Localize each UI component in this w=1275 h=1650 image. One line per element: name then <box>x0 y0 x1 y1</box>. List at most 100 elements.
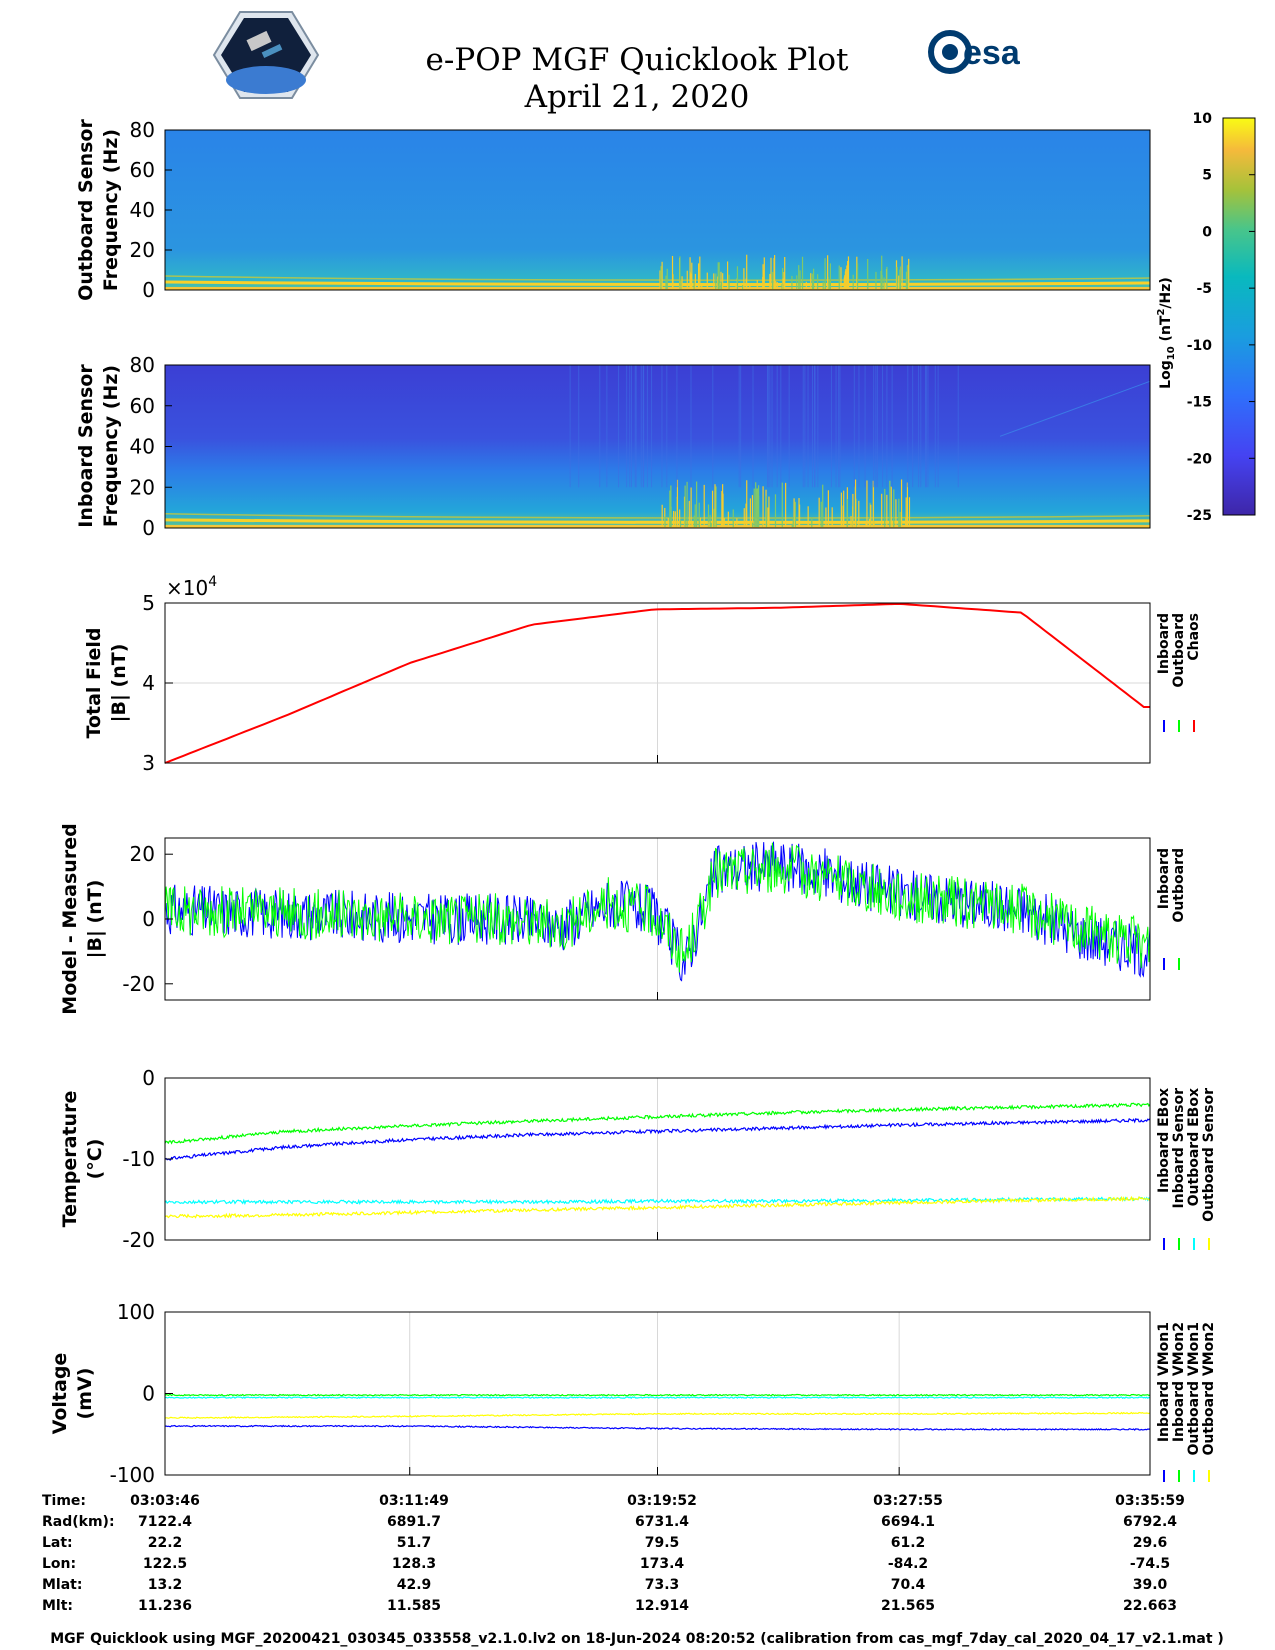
spectral-band <box>165 524 1150 528</box>
legend-entry: Inboard <box>1156 613 1172 674</box>
total-field-panel: 5 4 3 Total Field |B| (nT) Inboard Outboard Cha… <box>83 574 1202 775</box>
y-tick-label: 60 <box>130 158 155 182</box>
series-line-outboard-vmon2 <box>164 1411 1151 1419</box>
ephemeris-cell: 29.6 <box>1133 1535 1168 1551</box>
series-line-outboard <box>164 842 1151 973</box>
model-minus-measured-panel: 20 0 -20 Model - Measured |B| (nT) Inboard Out… <box>59 823 1187 1014</box>
y-tick-label: -20 <box>122 1228 155 1252</box>
y-tick-label: 20 <box>130 842 155 866</box>
y-tick-label: 0 <box>142 907 155 931</box>
legend-entry: Inboard Sensor <box>1171 1088 1187 1209</box>
series-line-inboard-vmon1 <box>164 1424 1151 1431</box>
temperature-panel: 0 -10 -20 Temperature (°C) Inboard EBox Inboar… <box>59 1066 1217 1252</box>
svg-text:Inboard Sensor: Inboard Sensor <box>75 364 97 528</box>
ephemeris-row-label: Lat: <box>42 1535 73 1551</box>
legend-entry: Inboard <box>1156 848 1172 909</box>
y-axis-label: (°C) <box>84 1139 106 1180</box>
y-tick-label: 0 <box>142 516 155 540</box>
spectral-band <box>165 287 1150 290</box>
ephemeris-row-label: Lon: <box>42 1556 76 1572</box>
colorbar-tick-label: -10 <box>1187 338 1213 354</box>
y-tick-label: 0 <box>142 1066 155 1090</box>
y-tick-label: 80 <box>130 353 155 377</box>
y-tick-label: 0 <box>142 1382 155 1406</box>
ephemeris-cell: 122.5 <box>143 1556 187 1572</box>
ephemeris-cell: 173.4 <box>640 1556 685 1572</box>
outboard-spectrogram-panel: 80 60 40 20 0 Outboard Sensor Frequency (Hz) <box>75 118 1151 302</box>
ephemeris-cell: 22.663 <box>1123 1598 1177 1614</box>
colorbar-tick-label: -25 <box>1187 508 1212 524</box>
series-line-inboard-sensor <box>164 1102 1151 1145</box>
y-axis-label: (mV) <box>74 1368 96 1420</box>
ephemeris-cell: 03:11:49 <box>379 1493 449 1509</box>
colorbar: 10 5 0 -5 -10 -15 -20 -25 Log10 (nT2/Hz) <box>1156 111 1256 524</box>
ephemeris-table: Time: Rad(km): Lat: Lon: Mlat: Mlt: 03:03:46 71… <box>42 1493 1185 1614</box>
voltage-panel: 100 0 -100 Voltage (mV) Inboard VMon1 Inboard … <box>49 1300 1217 1487</box>
ephemeris-cell: 03:35:59 <box>1115 1493 1185 1509</box>
spectrogram-frame <box>164 364 1151 529</box>
ephemeris-cell: 128.3 <box>392 1556 436 1572</box>
ephemeris-cell: 6694.1 <box>881 1514 935 1530</box>
colorbar-tick-label: -15 <box>1187 395 1212 411</box>
y-tick-label: 5 <box>142 591 155 615</box>
plot-date: April 21, 2020 <box>524 79 750 115</box>
series-line-inboard <box>164 841 1151 982</box>
inboard-spectrogram-image <box>165 365 1150 528</box>
y-tick-label: 100 <box>117 1300 155 1324</box>
footer-note: MGF Quicklook using MGF_20200421_030345_… <box>50 1631 1224 1647</box>
ephemeris-cell: 6891.7 <box>387 1514 441 1530</box>
colorbar-tick-label: 5 <box>1202 168 1212 184</box>
legend-entry: Outboard EBox <box>1186 1088 1202 1206</box>
series-line-outboard-sensor <box>164 1195 1151 1219</box>
y-tick-label: -100 <box>110 1463 155 1487</box>
ephemeris-row-label: Mlat: <box>42 1577 82 1593</box>
spectral-band <box>164 512 1151 519</box>
y-tick-label: 60 <box>130 394 155 418</box>
svg-text:esa: esa <box>963 34 1021 72</box>
ephemeris-cell: 61.2 <box>891 1535 926 1551</box>
series-line-chaos <box>164 602 1150 764</box>
ephemeris-cell: 42.9 <box>397 1577 432 1593</box>
ephemeris-cell: 03:03:46 <box>130 1493 200 1509</box>
spectrogram-frame <box>164 129 1151 291</box>
axis-exponent: ×104 <box>166 574 217 600</box>
ephemeris-cell: 51.7 <box>397 1535 432 1551</box>
series-line-inboard-vmon2 <box>164 1393 1151 1397</box>
colorbar-tick-label: -20 <box>1187 451 1213 467</box>
y-tick-label: -20 <box>122 972 155 996</box>
colorbar-tick-label: 0 <box>1202 224 1212 240</box>
y-axis-label: Model - Measured <box>59 823 81 1014</box>
ephemeris-row-label: Rad(km): <box>42 1514 115 1530</box>
y-tick-label: 4 <box>142 671 155 695</box>
ephemeris-cell: 7122.4 <box>138 1514 192 1530</box>
colorbar-label: Log10 (nT2/Hz) <box>1156 277 1177 389</box>
legend-entry: Outboard VMon2 <box>1201 1322 1217 1456</box>
legend-entry: Inboard VMon1 <box>1156 1322 1172 1442</box>
svg-text:Outboard Sensor: Outboard Sensor <box>75 119 97 301</box>
y-tick-label: 20 <box>130 475 155 499</box>
y-tick-label: 40 <box>130 435 155 459</box>
legend-entry: Outboard Sensor <box>1201 1088 1217 1222</box>
legend-entry: Outboard VMon1 <box>1186 1322 1202 1456</box>
spectral-band <box>164 280 1151 287</box>
y-axis-label: Total Field <box>83 627 105 738</box>
ephemeris-cell: 03:27:55 <box>873 1493 943 1509</box>
legend-entry: Outboard <box>1171 613 1187 688</box>
esa-logo: esa <box>928 30 1021 74</box>
ephemeris-cell: 22.2 <box>148 1535 183 1551</box>
y-tick-label: 0 <box>142 278 155 302</box>
ephemeris-cell: 73.3 <box>645 1577 680 1593</box>
legend-entry: Chaos <box>1186 613 1202 661</box>
series-line-outboard-ebox <box>164 1196 1151 1206</box>
y-axis-label: Voltage <box>49 1353 71 1435</box>
series-line-inboard-ebox <box>164 1117 1151 1161</box>
ephemeris-cell: 70.4 <box>891 1577 926 1593</box>
y-tick-label: 80 <box>130 118 155 142</box>
series-line-outboard-vmon1 <box>164 1396 1151 1400</box>
ephemeris-cell: 13.2 <box>148 1577 183 1593</box>
svg-text:Frequency (Hz): Frequency (Hz) <box>100 129 122 291</box>
colorbar-tick-label: -5 <box>1196 281 1212 297</box>
y-tick-label: 20 <box>130 238 155 262</box>
y-tick-label: 3 <box>142 751 155 775</box>
